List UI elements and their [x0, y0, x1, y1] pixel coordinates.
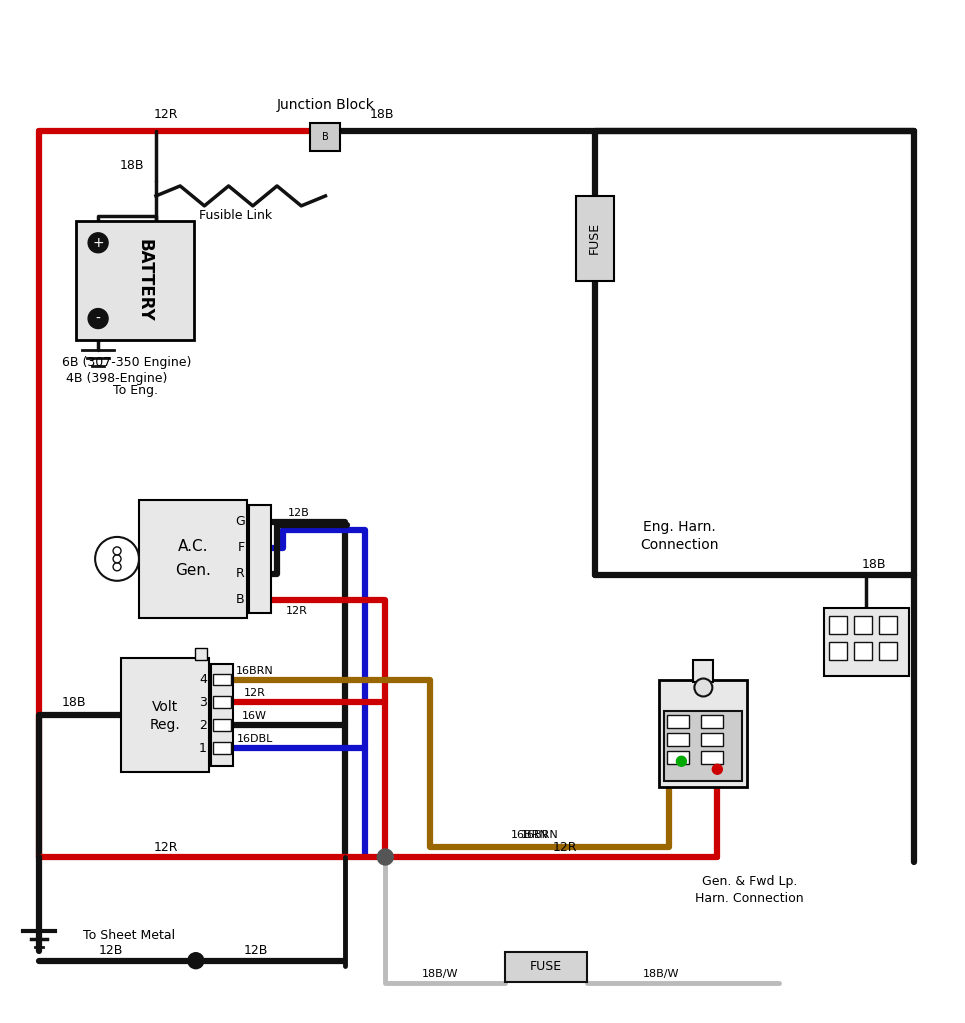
Circle shape [88, 309, 108, 328]
Bar [829, 616, 847, 633]
Bar [879, 641, 896, 660]
Text: 16BRN: 16BRN [511, 830, 549, 840]
Bar [702, 715, 724, 728]
Circle shape [88, 233, 108, 253]
Bar [694, 660, 713, 681]
Text: 2: 2 [199, 719, 207, 731]
Circle shape [695, 678, 712, 697]
Text: 12B: 12B [243, 944, 268, 958]
Text: 18B: 18B [61, 697, 86, 709]
Text: 3: 3 [199, 696, 207, 709]
Bar [249, 505, 270, 613]
Circle shape [377, 849, 394, 865]
Bar [212, 743, 231, 754]
Text: G: G [234, 516, 245, 529]
Bar [668, 751, 689, 764]
Text: R: R [235, 568, 245, 580]
Text: 16W: 16W [242, 711, 267, 721]
Text: 12R: 12R [553, 841, 577, 853]
Text: 12B: 12B [288, 508, 310, 518]
Text: FUSE: FUSE [530, 961, 562, 973]
Bar [212, 719, 231, 731]
Text: Gen.: Gen. [175, 564, 210, 578]
Text: Junction Block: Junction Block [277, 98, 374, 113]
Circle shape [712, 764, 723, 774]
Bar [668, 733, 689, 747]
Text: 18B/W: 18B/W [644, 969, 679, 979]
Circle shape [676, 756, 686, 766]
Text: 16DBL: 16DBL [236, 735, 273, 745]
Text: Gen. & Fwd Lp.: Gen. & Fwd Lp. [702, 876, 797, 888]
Text: 12R: 12R [153, 841, 179, 853]
Bar [702, 751, 724, 764]
Text: 4B (398-Engine): 4B (398-Engine) [67, 372, 168, 385]
Text: To Sheet Metal: To Sheet Metal [83, 929, 175, 942]
Bar [195, 648, 207, 660]
Bar [659, 679, 747, 788]
Bar [879, 616, 896, 633]
Bar [505, 951, 587, 982]
Text: 16BRN: 16BRN [235, 666, 273, 675]
Bar [829, 641, 847, 660]
Text: Reg.: Reg. [150, 718, 180, 731]
Circle shape [188, 952, 204, 969]
Text: -: - [96, 312, 100, 325]
Text: 18B: 18B [370, 108, 395, 121]
Text: B: B [236, 593, 245, 607]
Bar [854, 641, 871, 660]
Bar [668, 715, 689, 728]
Bar [311, 123, 341, 151]
Bar [139, 500, 247, 618]
Text: 18B/W: 18B/W [422, 969, 458, 979]
Text: Fusible Link: Fusible Link [199, 210, 272, 222]
Bar [212, 697, 231, 709]
Text: 12R: 12R [244, 688, 265, 699]
Text: 6B (307-350 Engine): 6B (307-350 Engine) [63, 356, 192, 369]
Bar [576, 196, 614, 280]
Text: 18B: 18B [862, 559, 886, 572]
Text: Connection: Connection [640, 538, 719, 551]
Text: +: + [93, 235, 104, 250]
Text: 4: 4 [199, 673, 207, 686]
Bar [854, 616, 871, 633]
Bar [210, 664, 233, 766]
Text: BATTERY: BATTERY [136, 239, 154, 322]
Text: 12R: 12R [286, 606, 308, 616]
Text: To Eng.: To Eng. [113, 384, 158, 397]
Text: 18B: 18B [120, 160, 144, 173]
Bar [702, 733, 724, 747]
Text: FUSE: FUSE [589, 222, 601, 254]
Text: A.C.: A.C. [178, 539, 208, 554]
Bar [121, 658, 208, 772]
Text: Harn. Connection: Harn. Connection [695, 892, 804, 905]
Bar [76, 221, 194, 341]
Text: 12B: 12B [98, 944, 124, 958]
Text: 12R: 12R [153, 108, 179, 121]
Bar [665, 711, 742, 782]
Bar [212, 673, 231, 685]
Bar [824, 608, 909, 675]
Text: Volt: Volt [152, 700, 178, 714]
Text: 1: 1 [199, 742, 207, 755]
Text: Eng. Harn.: Eng. Harn. [643, 520, 716, 534]
Text: B: B [322, 132, 329, 142]
Text: 16BRN: 16BRN [521, 830, 559, 840]
Text: F: F [237, 541, 245, 554]
